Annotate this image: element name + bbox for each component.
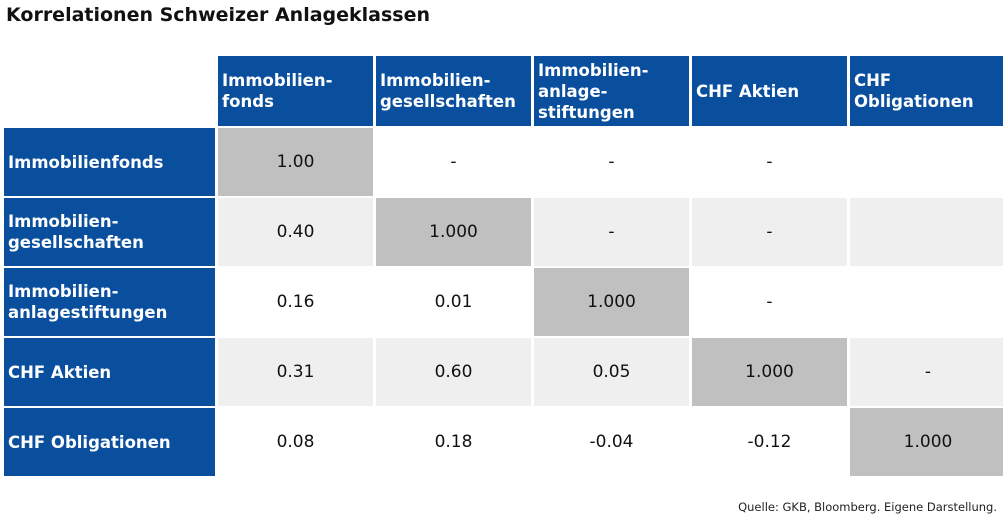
correlation-cell: 0.40: [218, 198, 373, 266]
correlation-cell: -: [850, 338, 1003, 406]
column-header: Immobilien-gesellschaften: [376, 56, 531, 126]
correlation-cell: -: [534, 198, 689, 266]
column-header: CHF Obligationen: [850, 56, 1003, 126]
diagonal-cell: 1.000: [376, 198, 531, 266]
table-corner: [4, 56, 215, 126]
correlation-cell: 0.18: [376, 408, 531, 476]
diagonal-cell: 1.000: [850, 408, 1003, 476]
correlation-cell: -0.04: [534, 408, 689, 476]
correlation-cell: -: [376, 128, 531, 196]
correlation-cell: [850, 128, 1003, 196]
correlation-cell: -0.12: [692, 408, 847, 476]
correlation-table: Immobilien-fonds Immobilien-gesellschafte…: [4, 56, 1003, 476]
row-header: CHF Obligationen: [4, 408, 215, 476]
row-header: Immobilienfonds: [4, 128, 215, 196]
column-header: CHF Aktien: [692, 56, 847, 126]
row-header: CHF Aktien: [4, 338, 215, 406]
diagonal-cell: 1.000: [692, 338, 847, 406]
column-header: Immobilien-anlage-stiftungen: [534, 56, 689, 126]
correlation-cell: 0.16: [218, 268, 373, 336]
diagonal-cell: 1.00: [218, 128, 373, 196]
correlation-cell: -: [692, 198, 847, 266]
correlation-cell: 0.31: [218, 338, 373, 406]
correlation-cell: [850, 198, 1003, 266]
correlation-cell: 0.08: [218, 408, 373, 476]
correlation-cell: 0.60: [376, 338, 531, 406]
correlation-cell: 0.01: [376, 268, 531, 336]
correlation-cell: -: [534, 128, 689, 196]
correlation-cell: -: [692, 268, 847, 336]
column-header: Immobilien-fonds: [218, 56, 373, 126]
correlation-cell: -: [692, 128, 847, 196]
chart-title: Korrelationen Schweizer Anlageklassen: [6, 4, 431, 26]
correlation-cell: 0.05: [534, 338, 689, 406]
source-note: Quelle: GKB, Bloomberg. Eigene Darstellu…: [738, 500, 997, 514]
diagonal-cell: 1.000: [534, 268, 689, 336]
row-header: Immobilien-gesellschaften: [4, 198, 215, 266]
row-header: Immobilien-anlagestiftungen: [4, 268, 215, 336]
correlation-cell: [850, 268, 1003, 336]
